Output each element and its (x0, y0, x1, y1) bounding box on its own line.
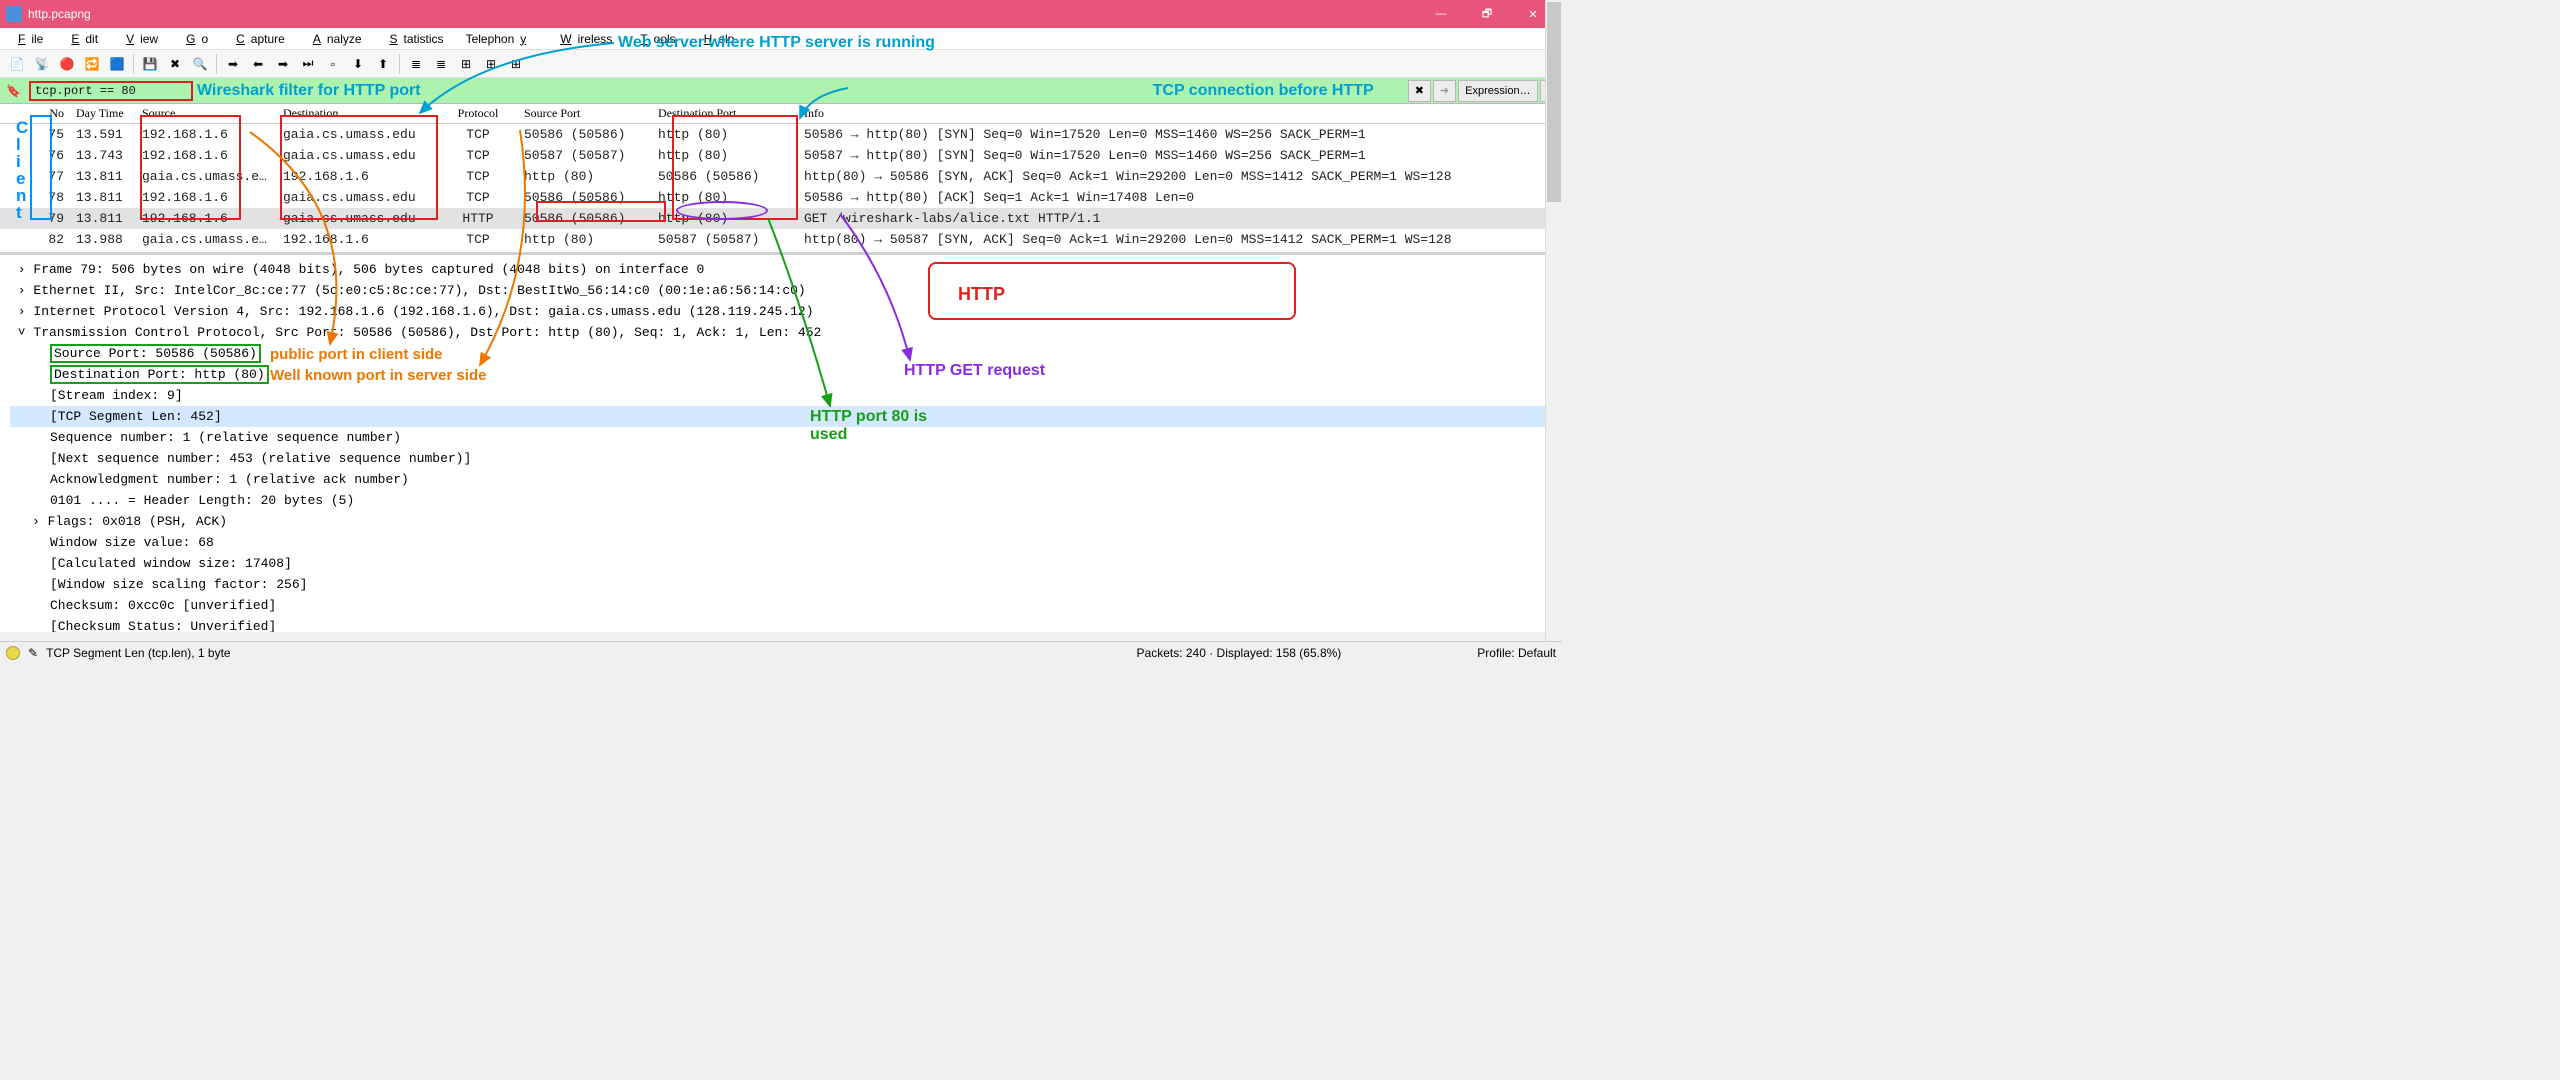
statusbar: ✎ TCP Segment Len (tcp.len), 1 byte Pack… (0, 641, 1562, 663)
tool-find-icon[interactable]: ➡ (222, 53, 244, 75)
filter-clear-button[interactable]: ✖ (1408, 80, 1431, 102)
tool-resize-cols-icon[interactable]: ⊞ (505, 53, 527, 75)
status-packets: Packets: 240 · Displayed: 158 (65.8%) (1137, 646, 1342, 660)
menu-view[interactable]: View (114, 30, 164, 48)
tool-zoom-reset-icon[interactable]: ⊞ (480, 53, 502, 75)
tool-interfaces-icon[interactable]: 📡 (31, 53, 53, 75)
detail-checksum[interactable]: Checksum: 0xcc0c [unverified] (10, 595, 1552, 616)
col-dst[interactable]: Destination (277, 105, 438, 122)
filter-expression-button[interactable]: Expression… (1458, 80, 1537, 102)
packet-row[interactable]: 7813.811192.168.1.6gaia.cs.umass.eduTCP5… (0, 187, 1562, 208)
menu-tools[interactable]: Tools (628, 30, 681, 48)
minimize-button[interactable]: — (1418, 0, 1464, 28)
detail-src-port[interactable]: Source Port: 50586 (50586) (10, 343, 1552, 364)
tool-reload-icon[interactable]: 🔍 (189, 53, 211, 75)
tool-options-icon[interactable]: 🟦 (106, 53, 128, 75)
expert-info-icon[interactable] (6, 646, 20, 660)
detail-frame[interactable]: › Frame 79: 506 bytes on wire (4048 bits… (10, 259, 1552, 280)
menubar: File Edit View Go Capture Analyze Statis… (0, 28, 1562, 50)
menu-go[interactable]: Go (174, 30, 214, 48)
menu-statistics[interactable]: Statistics (378, 30, 450, 48)
detail-hdrlen[interactable]: 0101 .... = Header Length: 20 bytes (5) (10, 490, 1552, 511)
detail-ip[interactable]: › Internet Protocol Version 4, Src: 192.… (10, 301, 1552, 322)
tool-autoscroll-icon[interactable]: ⬆ (372, 53, 394, 75)
tool-close-icon[interactable]: ✖ (164, 53, 186, 75)
packet-detail-pane: › Frame 79: 506 bytes on wire (4048 bits… (0, 252, 1562, 632)
menu-capture[interactable]: Capture (224, 30, 291, 48)
window-title: http.pcapng (28, 7, 91, 21)
detail-seq[interactable]: Sequence number: 1 (relative sequence nu… (10, 427, 1552, 448)
detail-stream[interactable]: [Stream index: 9] (10, 385, 1552, 406)
annotation-filter-label: Wireshark filter for HTTP port (197, 82, 1149, 100)
menu-file[interactable]: File (6, 30, 49, 48)
col-dport[interactable]: Destination Port (652, 105, 798, 122)
tool-last-icon[interactable]: ⬇ (347, 53, 369, 75)
menu-help[interactable]: Help (692, 30, 741, 48)
detail-eth[interactable]: › Ethernet II, Src: IntelCor_8c:ce:77 (5… (10, 280, 1552, 301)
display-filter-input[interactable] (29, 81, 193, 101)
filter-bar: 🔖 Wireshark filter for HTTP port TCP con… (0, 78, 1562, 104)
detail-dst-port[interactable]: Destination Port: http (80) (10, 364, 1552, 385)
detail-ack[interactable]: Acknowledgment number: 1 (relative ack n… (10, 469, 1552, 490)
tool-restart-icon[interactable]: 🔁 (81, 53, 103, 75)
titlebar: http.pcapng — 🗗 ✕ (0, 0, 1562, 28)
tool-goto-icon[interactable]: ⏭ (297, 53, 319, 75)
annotation-tcp-before: TCP connection before HTTP (1153, 82, 1374, 100)
tool-zoom-in-icon[interactable]: ≣ (430, 53, 452, 75)
maximize-button[interactable]: 🗗 (1464, 0, 1510, 28)
menu-edit[interactable]: Edit (59, 30, 104, 48)
col-no[interactable]: No (0, 105, 70, 122)
tool-prev-icon[interactable]: ⬅ (247, 53, 269, 75)
detail-tcp[interactable]: ˅ Transmission Control Protocol, Src Por… (10, 322, 1552, 343)
packet-row[interactable]: 8213.988gaia.cs.umass.e…192.168.1.6TCPht… (0, 229, 1562, 250)
col-proto[interactable]: Protocol (438, 105, 518, 122)
tool-colorize-icon[interactable]: ≣ (405, 53, 427, 75)
col-src[interactable]: Source (136, 105, 277, 122)
packet-row[interactable]: 7613.743192.168.1.6gaia.cs.umass.eduTCP5… (0, 145, 1562, 166)
status-profile[interactable]: Profile: Default (1477, 646, 1556, 660)
col-sport[interactable]: Source Port (518, 105, 652, 122)
tool-stop-icon[interactable]: 🔴 (56, 53, 78, 75)
app-logo-icon (6, 6, 22, 22)
filter-apply-button[interactable]: ➜ (1433, 80, 1456, 102)
tool-zoom-out-icon[interactable]: ⊞ (455, 53, 477, 75)
packet-row[interactable]: 7513.591192.168.1.6gaia.cs.umass.eduTCP5… (0, 124, 1562, 145)
menu-wireless[interactable]: Wireless (548, 30, 618, 48)
tool-first-icon[interactable]: ▫ (322, 53, 344, 75)
packet-list-pane: No Day Time Source Destination Protocol … (0, 104, 1562, 252)
detail-flags[interactable]: › Flags: 0x018 (PSH, ACK) (10, 511, 1552, 532)
edit-icon[interactable]: ✎ (28, 646, 38, 660)
detail-win[interactable]: Window size value: 68 (10, 532, 1552, 553)
detail-nextseq[interactable]: [Next sequence number: 453 (relative seq… (10, 448, 1552, 469)
detail-seglen[interactable]: [TCP Segment Len: 452] (10, 406, 1552, 427)
menu-telephony[interactable]: Telephony (460, 30, 539, 48)
tool-open-icon[interactable]: 📄 (6, 53, 28, 75)
packet-row[interactable]: 7913.811192.168.1.6gaia.cs.umass.eduHTTP… (0, 208, 1562, 229)
packet-row[interactable]: 7713.811gaia.cs.umass.e…192.168.1.6TCPht… (0, 166, 1562, 187)
col-time[interactable]: Day Time (70, 105, 136, 122)
tool-save-icon[interactable]: 💾 (139, 53, 161, 75)
detail-calcwin[interactable]: [Calculated window size: 17408] (10, 553, 1552, 574)
tool-next-icon[interactable]: ➡ (272, 53, 294, 75)
detail-scale[interactable]: [Window size scaling factor: 256] (10, 574, 1552, 595)
col-info[interactable]: Info (798, 105, 1562, 122)
detail-scrollbar[interactable] (1545, 252, 1562, 632)
bookmark-icon[interactable]: 🔖 (2, 84, 25, 98)
detail-checksumstat[interactable]: [Checksum Status: Unverified] (10, 616, 1552, 632)
packet-list-header: No Day Time Source Destination Protocol … (0, 104, 1562, 124)
status-field-label: TCP Segment Len (tcp.len), 1 byte (46, 646, 231, 660)
toolbar: 📄 📡 🔴 🔁 🟦 💾 ✖ 🔍 ➡ ⬅ ➡ ⏭ ▫ ⬇ ⬆ ≣ ≣ ⊞ ⊞ ⊞ (0, 50, 1562, 78)
menu-analyze[interactable]: Analyze (301, 30, 368, 48)
